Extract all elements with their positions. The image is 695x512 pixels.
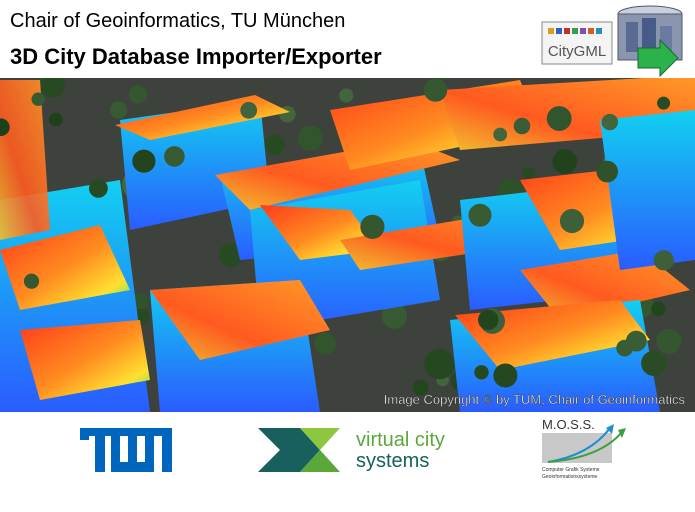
moss-logo: M.O.S.S. Computer Grafik Systeme Geoinfo… bbox=[542, 417, 626, 480]
header-title: 3D City Database Importer/Exporter bbox=[10, 44, 382, 69]
tree bbox=[240, 101, 258, 119]
tree bbox=[49, 112, 63, 127]
tree bbox=[128, 85, 148, 104]
tree bbox=[653, 250, 674, 271]
tree bbox=[616, 339, 634, 357]
tree bbox=[89, 179, 108, 198]
tree bbox=[219, 243, 244, 268]
tree bbox=[468, 203, 492, 227]
tree bbox=[596, 160, 618, 183]
tree bbox=[164, 146, 185, 167]
tree bbox=[23, 273, 40, 289]
citygml-logo: CityGML bbox=[541, 5, 683, 78]
tree bbox=[132, 292, 149, 310]
vcs-line2: systems bbox=[356, 450, 429, 472]
tree bbox=[552, 149, 578, 174]
tree bbox=[478, 309, 499, 330]
tree bbox=[314, 332, 337, 355]
tree bbox=[651, 301, 666, 317]
vcs-line1: virtual city bbox=[356, 429, 445, 451]
tree bbox=[339, 88, 354, 103]
tree bbox=[474, 365, 489, 380]
tum-logo bbox=[80, 428, 172, 472]
image-copyright: Image Copyright © by TUM, Chair of Geoin… bbox=[384, 392, 686, 407]
citygml-text: CityGML bbox=[548, 43, 606, 60]
tree bbox=[546, 106, 572, 131]
tree bbox=[0, 118, 10, 136]
tree bbox=[31, 92, 45, 106]
tree bbox=[264, 134, 285, 156]
tree bbox=[641, 350, 667, 376]
tree bbox=[423, 78, 448, 102]
tree bbox=[109, 101, 128, 119]
tree bbox=[412, 379, 429, 396]
tree bbox=[360, 214, 385, 239]
tree bbox=[132, 149, 156, 173]
tree bbox=[381, 303, 408, 329]
moss-line2: Geoinformationssysteme bbox=[542, 474, 598, 480]
tree bbox=[493, 363, 518, 388]
tree bbox=[297, 125, 323, 151]
tree bbox=[493, 127, 508, 142]
tree bbox=[513, 117, 531, 135]
city-image: Image Copyright © by TUM, Chair of Geoin… bbox=[0, 78, 695, 412]
tree bbox=[559, 208, 585, 234]
moss-name: M.O.S.S. bbox=[542, 417, 595, 432]
tree bbox=[657, 96, 671, 110]
virtual-city-logo: virtual city systems bbox=[258, 428, 445, 472]
tree bbox=[40, 78, 65, 98]
tree bbox=[424, 348, 455, 380]
tree bbox=[601, 113, 618, 131]
tree bbox=[522, 167, 536, 180]
tree bbox=[656, 328, 682, 354]
header-subtitle: Chair of Geoinformatics, TU München bbox=[10, 10, 345, 32]
moss-line1: Computer Grafik Systeme bbox=[542, 467, 600, 473]
